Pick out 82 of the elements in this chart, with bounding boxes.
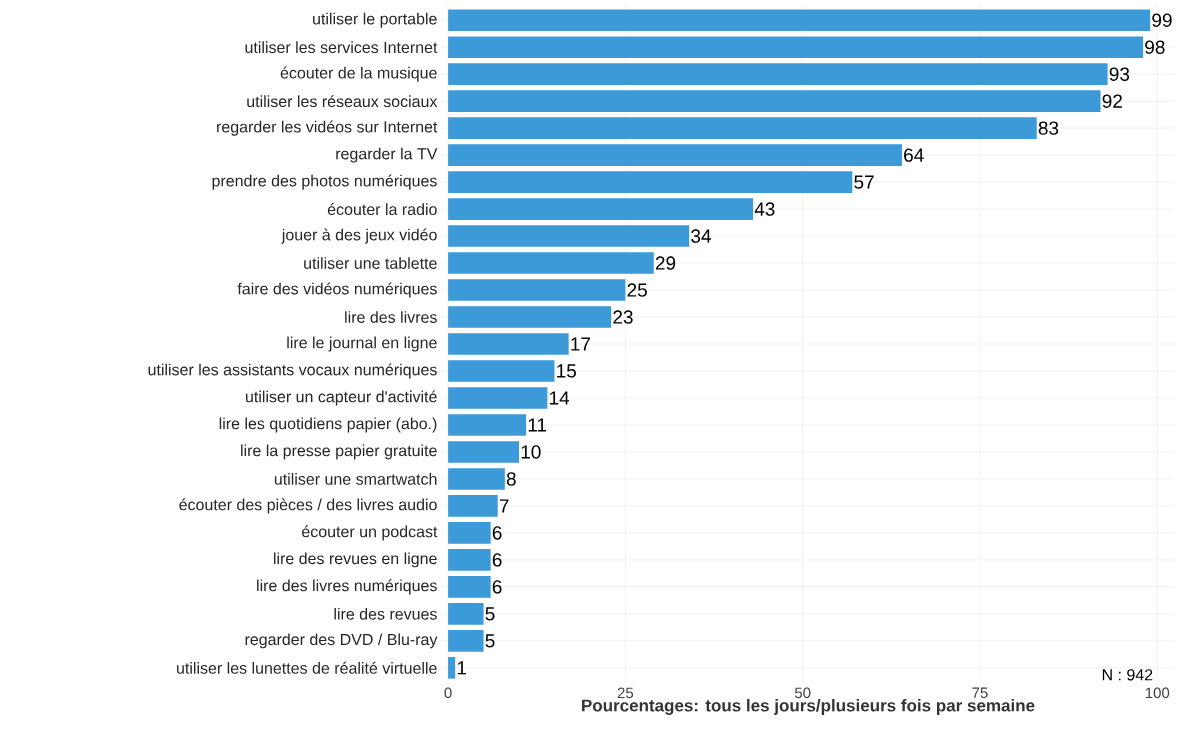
y-tick-label: lire les quotidiens papier (abo.) bbox=[219, 417, 437, 433]
y-tick-label: lire le journal en ligne bbox=[287, 336, 437, 352]
bar bbox=[448, 414, 527, 436]
bar bbox=[448, 198, 754, 220]
data-label: 5 bbox=[485, 634, 495, 648]
y-tick-label: lire des revues en ligne bbox=[274, 552, 437, 568]
y-tick-label: utiliser une tablette bbox=[304, 257, 437, 269]
data-label: 10 bbox=[521, 445, 541, 459]
data-label: 43 bbox=[754, 202, 775, 216]
data-label: 34 bbox=[691, 229, 711, 243]
x-tick-label: 100 bbox=[1145, 687, 1170, 699]
bar bbox=[448, 549, 491, 571]
bar bbox=[448, 225, 690, 247]
bar bbox=[448, 576, 491, 598]
y-tick-label: écouter la radio bbox=[327, 203, 437, 216]
y-tick-label: regarder des DVD / Blu-ray bbox=[245, 633, 438, 649]
data-label: 57 bbox=[854, 175, 874, 189]
bar bbox=[448, 171, 853, 193]
data-label: 83 bbox=[1038, 121, 1059, 135]
bar bbox=[448, 279, 626, 301]
x-tick-label: 0 bbox=[444, 687, 452, 699]
bar bbox=[448, 252, 654, 274]
data-label: 11 bbox=[528, 418, 547, 432]
data-label: 14 bbox=[550, 391, 570, 405]
data-label: 6 bbox=[492, 553, 502, 567]
y-tick-label: écouter un podcast bbox=[302, 525, 438, 541]
data-label: 8 bbox=[506, 472, 516, 486]
y-tick-label: écouter des pièces / des livres audio bbox=[179, 498, 437, 514]
x-tick-label: 25 bbox=[617, 687, 634, 699]
y-tick-label: regarder la TV bbox=[336, 147, 438, 163]
data-label: 64 bbox=[904, 148, 924, 162]
data-label: 7 bbox=[499, 499, 509, 513]
bar bbox=[448, 630, 484, 652]
data-label: 1 bbox=[457, 661, 467, 675]
bar bbox=[448, 333, 569, 355]
y-tick-label: utiliser les lunettes de réalité virtuelle bbox=[177, 661, 437, 674]
bar bbox=[448, 117, 1037, 139]
bar bbox=[448, 441, 520, 463]
bar bbox=[448, 522, 491, 544]
y-tick-label: écouter de la musique bbox=[280, 66, 437, 82]
y-tick-label: regarder les vidéos sur Internet bbox=[217, 120, 438, 136]
data-label: 93 bbox=[1109, 67, 1130, 81]
bar bbox=[448, 495, 498, 517]
y-tick-label: utiliser un capteur d'activité bbox=[246, 390, 437, 406]
y-tick-label: utiliser les réseaux sociaux bbox=[247, 95, 438, 108]
y-tick-label: jouer à des jeux vidéo bbox=[281, 228, 437, 244]
bar bbox=[448, 9, 1151, 31]
y-tick-label: prendre des photos numériques bbox=[212, 174, 437, 190]
data-label: 25 bbox=[627, 283, 647, 297]
data-label: 17 bbox=[571, 337, 591, 351]
bar bbox=[448, 36, 1144, 58]
y-tick-label: lire des revues bbox=[334, 607, 437, 620]
data-label: 23 bbox=[613, 310, 633, 324]
bar bbox=[448, 387, 548, 409]
bar bbox=[448, 360, 555, 382]
x-tick-label: 75 bbox=[972, 687, 988, 698]
bar bbox=[448, 90, 1101, 112]
data-label: 92 bbox=[1102, 94, 1122, 108]
y-tick-label: lire des livres bbox=[345, 311, 437, 323]
y-tick-label: faire des vidéos numériques bbox=[237, 282, 437, 298]
data-label: 6 bbox=[492, 580, 502, 594]
data-label: 98 bbox=[1145, 40, 1165, 54]
bar bbox=[448, 144, 902, 166]
y-tick-label: lire des livres numériques bbox=[257, 579, 437, 595]
data-label: 6 bbox=[492, 526, 502, 540]
x-axis-title: Pourcentages: tous les jours/plusieurs fois par semaine bbox=[582, 699, 1035, 715]
data-label: 15 bbox=[557, 364, 576, 378]
bar bbox=[448, 468, 505, 490]
y-tick-label: utiliser les services Internet bbox=[245, 41, 438, 54]
annotation: N : 942 bbox=[1102, 669, 1153, 681]
bar bbox=[448, 63, 1108, 85]
bar bbox=[448, 657, 456, 679]
data-label: 29 bbox=[655, 256, 676, 270]
bar bbox=[448, 603, 484, 625]
y-tick-label: lire la presse papier gratuite bbox=[241, 444, 437, 460]
y-tick-label: utiliser les assistants vocaux numériques bbox=[148, 363, 437, 379]
y-tick-label: utiliser le portable bbox=[313, 12, 437, 28]
data-label: 5 bbox=[485, 607, 495, 621]
y-tick-label: utiliser une smartwatch bbox=[274, 473, 437, 485]
bar bbox=[448, 306, 612, 328]
x-tick-label: 50 bbox=[794, 687, 811, 699]
data-label: 99 bbox=[1152, 13, 1172, 27]
